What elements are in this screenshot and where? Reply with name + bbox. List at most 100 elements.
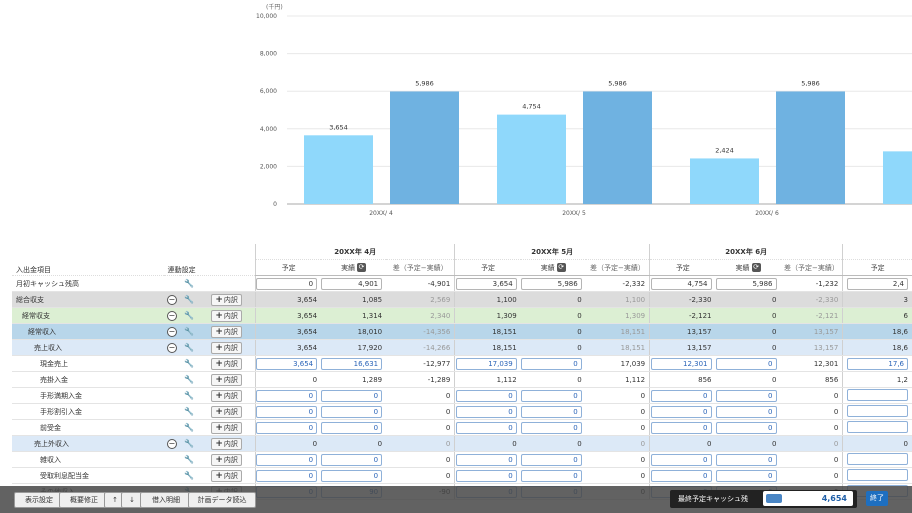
plan-input[interactable]: 12,301 bbox=[650, 357, 712, 370]
detail-button[interactable]: +内訳 bbox=[211, 357, 242, 370]
end-button[interactable]: 終了 bbox=[866, 491, 888, 506]
wrench-icon[interactable]: 🔧 bbox=[184, 455, 195, 464]
actual-cell[interactable]: 0 bbox=[520, 355, 586, 372]
plan-input[interactable]: 0 bbox=[650, 453, 712, 466]
refresh-icon[interactable]: ⟳ bbox=[556, 263, 566, 272]
plan-input[interactable]: 17,6 bbox=[847, 357, 908, 370]
plan-cell[interactable]: 0 bbox=[649, 387, 716, 404]
actual-cell[interactable]: 0 bbox=[321, 387, 387, 404]
actual-input[interactable]: 0 bbox=[520, 421, 582, 434]
plan-cell[interactable]: 0 bbox=[454, 403, 521, 420]
plan-cell[interactable]: 3,654 bbox=[255, 355, 322, 372]
actual-input[interactable]: 0 bbox=[520, 357, 582, 370]
wrench-icon[interactable]: 🔧 bbox=[184, 439, 195, 448]
actual-cell[interactable]: 5,986 bbox=[520, 275, 586, 292]
plan-input[interactable]: 0 bbox=[650, 405, 712, 418]
actual-input[interactable]: 0 bbox=[321, 421, 383, 434]
actual-cell[interactable]: 0 bbox=[321, 419, 387, 436]
actual-input[interactable]: 0 bbox=[520, 389, 582, 402]
actual-cell[interactable]: 0 bbox=[520, 387, 586, 404]
detail-button[interactable]: +内訳 bbox=[211, 325, 242, 338]
actual-cell[interactable]: 0 bbox=[715, 451, 781, 468]
plan-input[interactable]: 0 bbox=[455, 405, 517, 418]
actual-input[interactable]: 0 bbox=[520, 453, 582, 466]
actual-input[interactable]: 0 bbox=[321, 469, 383, 482]
plan-cell[interactable] bbox=[842, 403, 912, 420]
actual-input[interactable]: 0 bbox=[321, 405, 383, 418]
wrench-icon[interactable]: 🔧 bbox=[184, 471, 195, 480]
wrench-icon[interactable]: 🔧 bbox=[184, 423, 195, 432]
wrench-icon[interactable]: 🔧 bbox=[184, 279, 195, 288]
collapse-icon[interactable]: − bbox=[166, 326, 177, 337]
detail-button[interactable]: +内訳 bbox=[211, 293, 242, 306]
move-up-button[interactable]: ↑ bbox=[104, 492, 126, 508]
plan-input[interactable]: 0 bbox=[455, 389, 517, 402]
actual-cell[interactable]: 0 bbox=[715, 467, 781, 484]
actual-cell[interactable]: 4,901 bbox=[321, 275, 387, 292]
plan-input[interactable]: 0 bbox=[256, 389, 318, 402]
actual-input[interactable]: 0 bbox=[715, 469, 777, 482]
plan-input[interactable]: 3,654 bbox=[256, 357, 318, 370]
collapse-icon[interactable]: − bbox=[166, 310, 177, 321]
wrench-icon[interactable]: 🔧 bbox=[184, 407, 195, 416]
plan-cell[interactable]: 4,754 bbox=[649, 275, 716, 292]
plan-input[interactable]: 0 bbox=[455, 421, 517, 434]
wrench-icon[interactable]: 🔧 bbox=[184, 311, 195, 320]
plan-cell[interactable]: 0 bbox=[255, 387, 322, 404]
plan-cell[interactable]: 0 bbox=[255, 275, 322, 292]
load-plan-data-button[interactable]: 計画データ読込 bbox=[188, 492, 256, 508]
detail-button[interactable]: +内訳 bbox=[211, 389, 242, 402]
wrench-icon[interactable]: 🔧 bbox=[184, 343, 195, 352]
plan-input[interactable]: 3,654 bbox=[455, 277, 517, 290]
plan-input[interactable]: 0 bbox=[256, 277, 318, 290]
plan-cell[interactable]: 2,4 bbox=[842, 275, 912, 292]
actual-input[interactable]: 0 bbox=[715, 421, 777, 434]
plan-input[interactable] bbox=[847, 468, 908, 481]
plan-input[interactable]: 0 bbox=[650, 389, 712, 402]
actual-cell[interactable]: 0 bbox=[321, 451, 387, 468]
plan-input[interactable]: 0 bbox=[256, 421, 318, 434]
plan-input[interactable] bbox=[847, 388, 908, 401]
plan-cell[interactable]: 0 bbox=[454, 467, 521, 484]
actual-cell[interactable]: 0 bbox=[520, 403, 586, 420]
plan-input[interactable] bbox=[847, 404, 908, 417]
plan-input[interactable]: 0 bbox=[650, 421, 712, 434]
refresh-icon[interactable]: ⟳ bbox=[357, 263, 367, 272]
plan-cell[interactable]: 17,6 bbox=[842, 355, 912, 372]
actual-cell[interactable]: 0 bbox=[715, 419, 781, 436]
plan-input[interactable]: 0 bbox=[455, 453, 517, 466]
plan-cell[interactable]: 0 bbox=[649, 419, 716, 436]
plan-cell[interactable]: 0 bbox=[255, 419, 322, 436]
actual-cell[interactable]: 0 bbox=[715, 355, 781, 372]
plan-cell[interactable] bbox=[842, 467, 912, 484]
plan-input[interactable]: 0 bbox=[256, 469, 318, 482]
plan-cell[interactable]: 12,301 bbox=[649, 355, 716, 372]
actual-cell[interactable]: 0 bbox=[715, 403, 781, 420]
plan-cell[interactable]: 0 bbox=[649, 467, 716, 484]
plan-cell[interactable] bbox=[842, 387, 912, 404]
plan-cell[interactable]: 0 bbox=[255, 467, 322, 484]
refresh-icon[interactable]: ⟳ bbox=[751, 263, 761, 272]
collapse-icon[interactable]: − bbox=[166, 342, 177, 353]
actual-cell[interactable]: 0 bbox=[520, 451, 586, 468]
detail-button[interactable]: +内訳 bbox=[211, 437, 242, 450]
actual-input[interactable]: 0 bbox=[715, 405, 777, 418]
actual-input[interactable]: 4,901 bbox=[321, 277, 383, 290]
plan-input[interactable]: 0 bbox=[455, 469, 517, 482]
detail-button[interactable]: +内訳 bbox=[211, 421, 242, 434]
plan-cell[interactable] bbox=[842, 419, 912, 436]
summary-edit-button[interactable]: 概要修正 bbox=[59, 492, 109, 508]
actual-input[interactable]: 5,986 bbox=[520, 277, 582, 290]
wrench-icon[interactable]: 🔧 bbox=[184, 295, 195, 304]
display-settings-button[interactable]: 表示設定 bbox=[14, 492, 64, 508]
detail-button[interactable]: +内訳 bbox=[211, 309, 242, 322]
plan-input[interactable]: 4,754 bbox=[650, 277, 712, 290]
plan-cell[interactable]: 17,039 bbox=[454, 355, 521, 372]
actual-input[interactable]: 5,986 bbox=[715, 277, 777, 290]
plan-cell[interactable]: 0 bbox=[454, 387, 521, 404]
plan-cell[interactable]: 0 bbox=[454, 451, 521, 468]
collapse-icon[interactable]: − bbox=[166, 294, 177, 305]
wrench-icon[interactable]: 🔧 bbox=[184, 327, 195, 336]
wrench-icon[interactable]: 🔧 bbox=[184, 391, 195, 400]
detail-button[interactable]: +内訳 bbox=[211, 373, 242, 386]
